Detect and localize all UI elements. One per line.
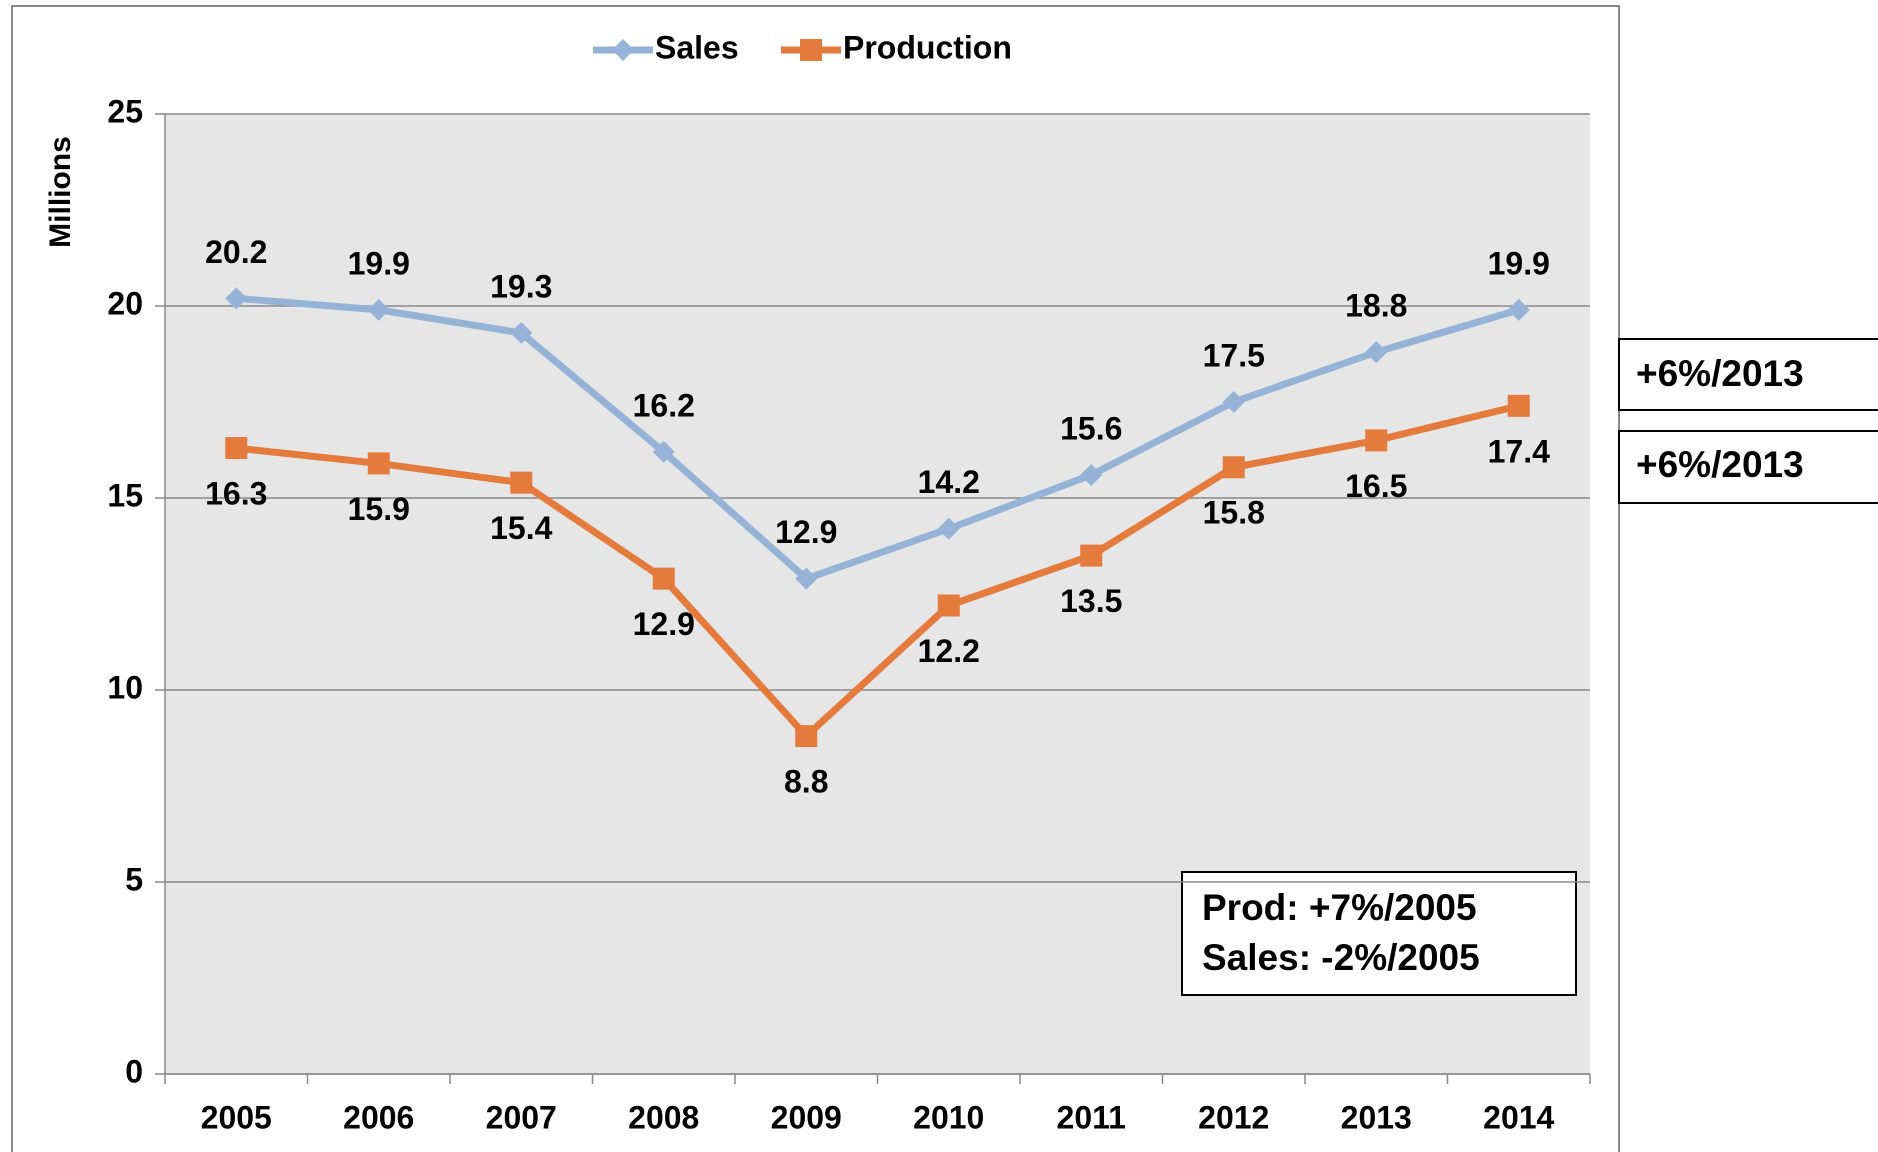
data-label: 16.2 (633, 387, 695, 423)
data-point (1365, 341, 1388, 364)
annotation: +6%/2013 (1636, 353, 1804, 394)
annotation: Prod: +7%/2005 (1202, 887, 1477, 928)
annotation: +6%/2013 (1636, 444, 1804, 485)
data-point (795, 567, 818, 590)
data-label: 12.9 (775, 514, 837, 550)
y-axis-label: Millions (44, 136, 77, 248)
data-label: 20.2 (205, 234, 267, 270)
data-label: 15.8 (1203, 495, 1265, 531)
data-point (937, 517, 960, 540)
x-tick-label: 2007 (486, 1099, 557, 1135)
data-label: 15.4 (490, 510, 552, 546)
annotation-box (1618, 338, 1878, 411)
data-point (1222, 391, 1245, 413)
data-point (652, 567, 675, 590)
data-point (367, 452, 390, 475)
data-point (225, 287, 248, 310)
annotation-box (1618, 430, 1878, 504)
x-tick-label: 2005 (201, 1099, 272, 1135)
y-tick-label: 0 (125, 1053, 143, 1089)
legend-label: Production (843, 29, 1012, 65)
legend-label: Sales (655, 29, 739, 65)
data-label: 12.2 (918, 633, 980, 669)
data-label: 14.2 (918, 464, 980, 500)
x-tick-label: 2006 (343, 1099, 414, 1135)
data-label: 19.3 (490, 268, 552, 304)
data-point (937, 594, 960, 617)
series-line (235, 294, 1520, 583)
series-line (235, 402, 1520, 740)
data-label: 13.5 (1060, 583, 1122, 619)
annotation: Sales: -2%/2005 (1202, 937, 1480, 978)
data-point (1080, 463, 1103, 486)
data-label: 16.5 (1345, 468, 1407, 504)
data-point (510, 471, 533, 494)
data-label: 15.6 (1060, 410, 1122, 446)
data-point (225, 437, 248, 460)
data-point (1507, 298, 1530, 321)
data-label: 16.3 (205, 476, 267, 512)
data-label: 8.8 (784, 764, 828, 800)
data-point (510, 321, 533, 344)
data-point (795, 725, 818, 748)
legend-marker (800, 39, 822, 61)
x-tick-label: 2014 (1483, 1099, 1554, 1135)
x-tick-label: 2008 (628, 1099, 699, 1135)
data-point (1222, 456, 1245, 479)
x-tick-label: 2013 (1341, 1099, 1412, 1135)
data-label: 17.5 (1203, 337, 1265, 373)
y-tick-label: 20 (107, 285, 143, 321)
data-point (1365, 429, 1388, 452)
data-label: 19.9 (348, 245, 410, 281)
data-label: 18.8 (1345, 288, 1407, 324)
data-label: 12.9 (633, 606, 695, 642)
data-point (1507, 394, 1530, 417)
y-tick-label: 10 (107, 669, 143, 705)
data-label: 15.9 (348, 491, 410, 527)
data-point (1080, 544, 1103, 567)
legend-marker (612, 39, 634, 61)
y-tick-label: 15 (107, 477, 143, 513)
data-point (367, 298, 390, 321)
annotation-box (1181, 871, 1577, 996)
data-label: 17.4 (1488, 433, 1550, 469)
x-tick-label: 2012 (1198, 1099, 1269, 1135)
x-tick-label: 2011 (1057, 1099, 1126, 1135)
y-tick-label: 5 (125, 861, 143, 897)
x-tick-label: 2009 (771, 1099, 842, 1135)
data-label: 19.9 (1488, 245, 1550, 281)
x-tick-label: 2010 (913, 1099, 984, 1135)
y-tick-label: 25 (107, 93, 143, 129)
data-point (652, 440, 675, 463)
